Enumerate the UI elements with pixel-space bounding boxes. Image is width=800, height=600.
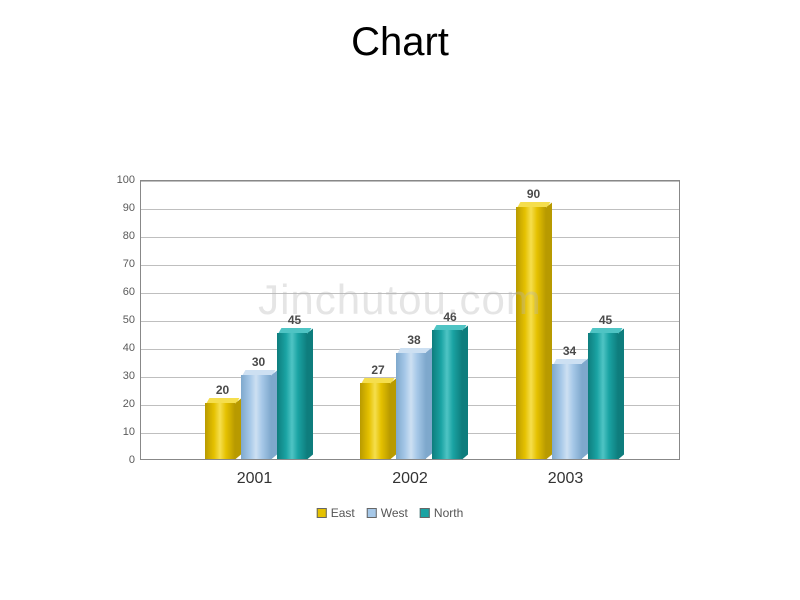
y-tick-label: 10 bbox=[105, 426, 135, 438]
bar-value-label: 34 bbox=[563, 344, 576, 358]
bar-east-2002: 27 bbox=[360, 383, 396, 459]
legend-item-west: West bbox=[367, 506, 408, 520]
y-tick-label: 50 bbox=[105, 314, 135, 326]
bar-value-label: 90 bbox=[527, 187, 540, 201]
legend: East West North bbox=[317, 506, 463, 520]
bar-north-2001: 45 bbox=[277, 333, 313, 459]
bar-west-2002: 38 bbox=[396, 353, 432, 459]
bar-west-2003: 34 bbox=[552, 364, 588, 459]
bar-value-label: 20 bbox=[216, 383, 229, 397]
bar-value-label: 27 bbox=[371, 363, 384, 377]
y-tick-label: 60 bbox=[105, 286, 135, 298]
bar-west-2001: 30 bbox=[241, 375, 277, 459]
y-tick-label: 20 bbox=[105, 398, 135, 410]
chart-title: Chart bbox=[0, 0, 800, 65]
legend-swatch-icon bbox=[317, 508, 327, 518]
bar-value-label: 46 bbox=[443, 310, 456, 324]
chart-container: 203045273846903445 010203040506070809010… bbox=[100, 180, 680, 520]
x-axis-label: 2002 bbox=[392, 470, 428, 488]
legend-swatch-icon bbox=[367, 508, 377, 518]
y-tick-label: 70 bbox=[105, 258, 135, 270]
grid-line bbox=[141, 293, 679, 294]
bar-east-2001: 20 bbox=[205, 403, 241, 459]
legend-item-north: North bbox=[420, 506, 463, 520]
y-tick-label: 30 bbox=[105, 370, 135, 382]
grid-line bbox=[141, 181, 679, 182]
grid-line bbox=[141, 265, 679, 266]
bar-north-2003: 45 bbox=[588, 333, 624, 459]
legend-label: West bbox=[381, 506, 408, 520]
y-tick-label: 40 bbox=[105, 342, 135, 354]
grid-line bbox=[141, 237, 679, 238]
y-tick-label: 100 bbox=[105, 174, 135, 186]
bar-value-label: 45 bbox=[288, 313, 301, 327]
bar-value-label: 38 bbox=[407, 333, 420, 347]
x-axis-label: 2001 bbox=[237, 470, 273, 488]
y-tick-label: 0 bbox=[105, 454, 135, 466]
plot-area: 203045273846903445 bbox=[140, 180, 680, 460]
y-tick-label: 90 bbox=[105, 202, 135, 214]
bar-east-2003: 90 bbox=[516, 207, 552, 459]
legend-label: East bbox=[331, 506, 355, 520]
bar-value-label: 45 bbox=[599, 313, 612, 327]
x-axis-label: 2003 bbox=[548, 470, 584, 488]
y-tick-label: 80 bbox=[105, 230, 135, 242]
bar-value-label: 30 bbox=[252, 355, 265, 369]
legend-item-east: East bbox=[317, 506, 355, 520]
legend-swatch-icon bbox=[420, 508, 430, 518]
grid-line bbox=[141, 209, 679, 210]
legend-label: North bbox=[434, 506, 463, 520]
bar-north-2002: 46 bbox=[432, 330, 468, 459]
